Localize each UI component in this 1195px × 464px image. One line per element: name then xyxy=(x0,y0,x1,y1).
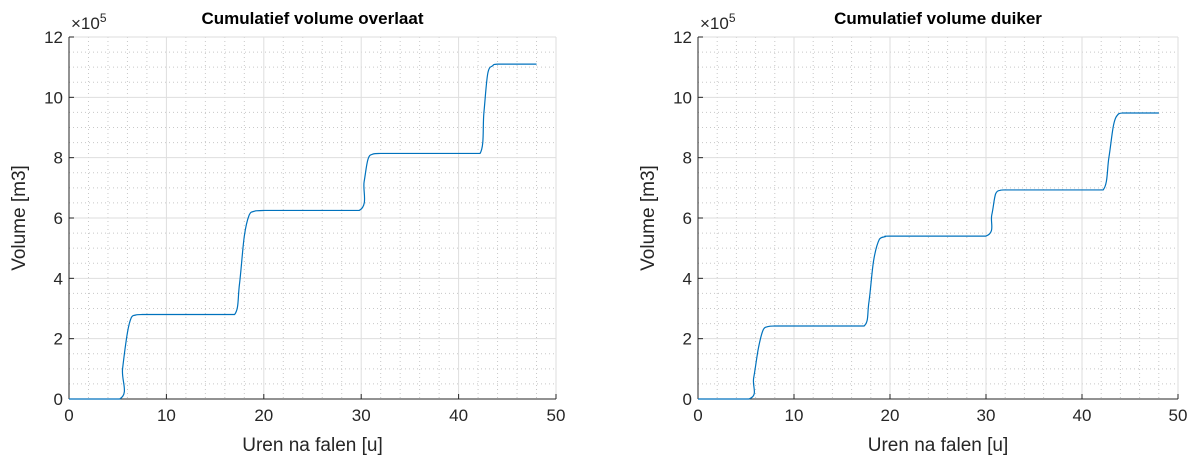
x-tick-label: 10 xyxy=(785,406,804,425)
y-tick-label: 4 xyxy=(54,269,63,288)
y-tick-label: 4 xyxy=(683,269,692,288)
x-tick-label: 50 xyxy=(1169,406,1188,425)
y-exponent-label: ×105 xyxy=(71,11,107,33)
x-tick-label: 0 xyxy=(64,406,73,425)
x-tick-label: 20 xyxy=(881,406,900,425)
x-axis-label: Uren na falen [u] xyxy=(242,435,382,456)
x-tick-label: 10 xyxy=(157,406,176,425)
y-tick-label: 8 xyxy=(683,149,692,168)
x-tick-label: 30 xyxy=(977,406,996,425)
y-exponent-label: ×105 xyxy=(700,11,736,33)
y-tick-label: 2 xyxy=(54,330,63,349)
y-axis-label: Volume [m3] xyxy=(9,165,30,271)
chart-title: Cumulatief volume duiker xyxy=(834,9,1042,28)
x-tick-label: 0 xyxy=(693,406,702,425)
chart-title: Cumulatief volume overlaat xyxy=(201,9,423,28)
y-exponent-power: 5 xyxy=(100,11,107,25)
y-axis-label: Volume [m3] xyxy=(638,165,659,271)
y-tick-label: 8 xyxy=(54,149,63,168)
y-tick-label: 12 xyxy=(673,28,692,47)
y-tick-label: 6 xyxy=(683,209,692,228)
major-grid xyxy=(697,36,1179,400)
y-tick-label: 12 xyxy=(44,28,63,47)
y-tick-label: 10 xyxy=(673,88,692,107)
x-tick-label: 50 xyxy=(547,406,566,425)
y-tick-label: 0 xyxy=(683,390,692,409)
series-line xyxy=(697,112,1159,400)
series-line xyxy=(68,63,537,400)
chart-overlaat: 0 10 20 30 40 50 0 2 4 6 8 10 12 ×105 Cumulatief volum… xyxy=(9,9,566,456)
y-tick-label: 0 xyxy=(54,390,63,409)
chart-duiker: 0 10 20 30 40 50 0 2 4 6 8 10 12 ×105 Cumulatief volum… xyxy=(638,9,1188,456)
y-tick-label: 2 xyxy=(683,330,692,349)
y-tick-label: 10 xyxy=(44,88,63,107)
x-tick-label: 40 xyxy=(1073,406,1092,425)
y-exponent-power: 5 xyxy=(729,11,736,25)
x-tick-label: 40 xyxy=(449,406,468,425)
x-tick-label: 30 xyxy=(352,406,371,425)
x-axis-label: Uren na falen [u] xyxy=(868,435,1008,456)
y-tick-label: 6 xyxy=(54,209,63,228)
x-tick-label: 20 xyxy=(254,406,273,425)
